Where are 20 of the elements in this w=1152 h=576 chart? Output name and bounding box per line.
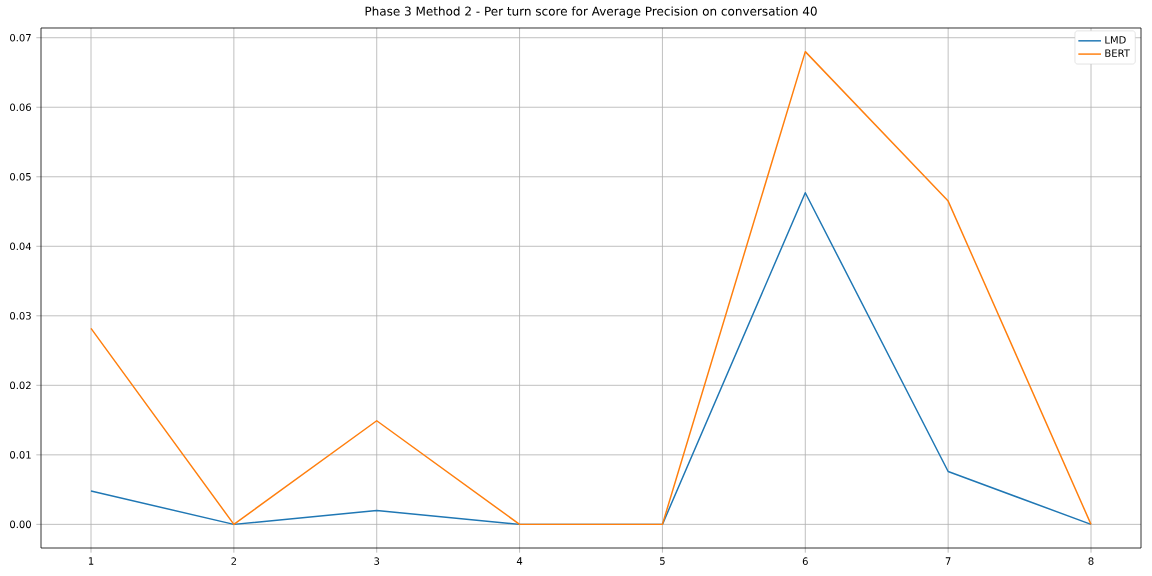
y-tick-label: 0.02: [10, 381, 31, 390]
x-tick-label: 4: [516, 557, 523, 565]
x-tick-label: 3: [374, 557, 380, 565]
x-tick-label: 5: [660, 557, 665, 565]
x-tick-label: 8: [1088, 557, 1094, 565]
y-tick-label: 0.03: [10, 312, 31, 320]
y-tick-label: 0.07: [10, 33, 31, 42]
y-tick-label: 0.06: [10, 103, 31, 112]
legend-label: LMD: [1105, 36, 1126, 44]
x-tick-label: 1: [88, 557, 94, 565]
line-series: [90, 50, 1092, 526]
x-tick-label: 7: [945, 557, 951, 565]
legend-label: BERT: [1105, 49, 1130, 57]
chart-title: Phase 3 Method 2 - Per turn score for Average Precision on conversation 40: [365, 6, 817, 18]
y-tick-label: 0.04: [10, 242, 32, 251]
y-tick-label: 0.00: [10, 520, 31, 529]
y-tick-label: 0.01: [10, 451, 31, 459]
x-tick-label: 2: [231, 557, 237, 565]
x-tick-label: 6: [802, 557, 808, 565]
y-tick-label: 0.05: [10, 172, 31, 181]
